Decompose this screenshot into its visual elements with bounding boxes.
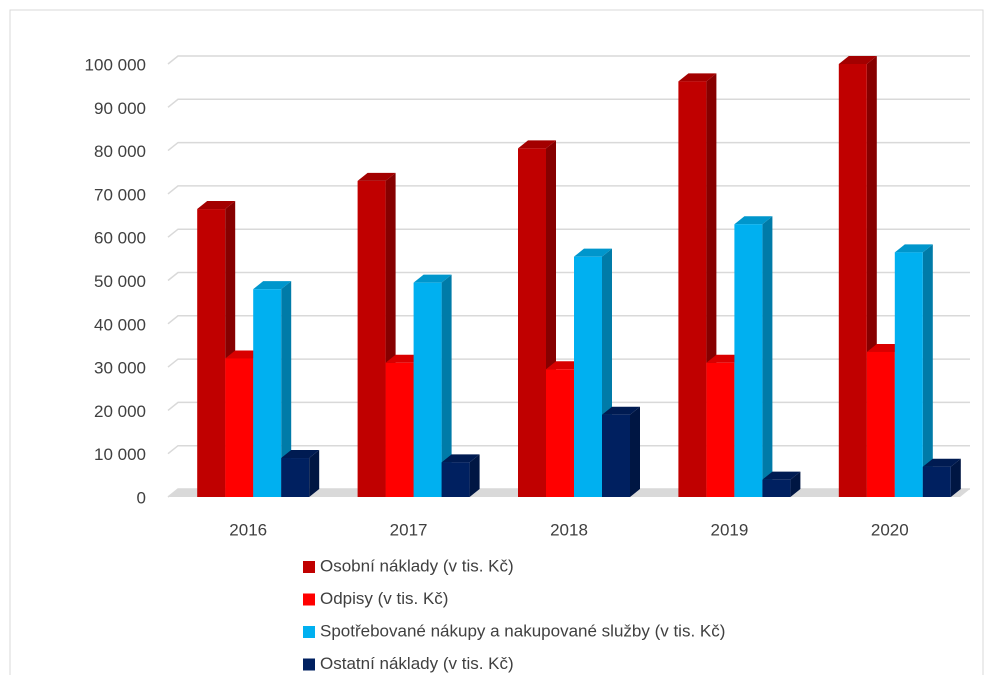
bar	[762, 479, 791, 497]
bar-top	[734, 216, 773, 225]
legend-label: Spotřebované nákupy a nakupované služby …	[320, 621, 725, 640]
bar	[253, 289, 282, 497]
bar-top	[197, 201, 236, 210]
bar-side	[281, 281, 292, 497]
legend-label: Odpisy (v tis. Kč)	[320, 589, 448, 608]
y-tick-label: 100 000	[85, 55, 146, 74]
bar	[866, 351, 895, 497]
bar	[602, 414, 630, 497]
bar-top	[518, 140, 556, 149]
bar-top	[357, 172, 396, 181]
bar-side	[630, 406, 640, 497]
bar	[706, 362, 735, 497]
bar	[225, 358, 254, 497]
bar	[281, 458, 310, 497]
y-tick-label: 20 000	[94, 402, 146, 421]
bar-top	[281, 450, 320, 459]
x-tick-label: 2017	[390, 520, 428, 539]
y-tick-label: 0	[137, 488, 146, 507]
bar	[357, 180, 386, 497]
bar-side	[762, 216, 773, 497]
x-tick-label: 2020	[871, 520, 909, 539]
bar	[922, 466, 951, 497]
y-tick-label: 60 000	[94, 229, 146, 248]
x-tick-label: 2018	[550, 520, 588, 539]
legend-label: Ostatní náklady (v tis. Kč)	[320, 654, 514, 673]
bar-side	[790, 471, 801, 497]
bar	[734, 224, 763, 497]
y-tick-label: 30 000	[94, 359, 146, 378]
bar	[574, 256, 602, 497]
bar-top	[441, 454, 480, 463]
legend-label: Osobní náklady (v tis. Kč)	[320, 556, 514, 575]
bar-side	[469, 454, 480, 497]
y-tick-label: 80 000	[94, 142, 146, 161]
bar	[838, 64, 867, 497]
grid-line	[167, 55, 970, 65]
chart-frame	[9, 9, 984, 680]
y-tick-label: 10 000	[94, 445, 146, 464]
y-tick-label: 70 000	[94, 185, 146, 204]
bar-top	[574, 248, 612, 257]
legend-swatch	[303, 593, 315, 606]
bar	[441, 462, 470, 497]
bar-side	[309, 450, 320, 497]
bar-top	[894, 244, 933, 253]
bar	[197, 209, 226, 497]
y-tick-label: 50 000	[94, 272, 146, 291]
legend-swatch	[303, 658, 315, 671]
bar	[385, 362, 414, 497]
legend-swatch	[303, 561, 315, 573]
bar	[546, 369, 574, 497]
bar-side	[441, 274, 452, 497]
bar-top	[602, 406, 640, 415]
bar-top	[413, 274, 452, 283]
bar	[678, 81, 707, 497]
bar-side	[950, 458, 961, 497]
x-tick-label: 2019	[710, 520, 748, 539]
x-tick-label: 2016	[229, 520, 267, 539]
y-tick-label: 40 000	[94, 315, 146, 334]
y-tick-label: 90 000	[94, 99, 146, 118]
bar-top	[253, 281, 292, 290]
bar	[413, 282, 442, 497]
bar-side	[922, 244, 933, 497]
bar-top	[762, 471, 801, 480]
bar	[894, 252, 923, 497]
bar-top	[678, 73, 717, 82]
legend-swatch	[303, 626, 315, 638]
bar-top	[922, 458, 961, 467]
bar-top	[838, 56, 877, 64]
bar	[518, 148, 546, 497]
